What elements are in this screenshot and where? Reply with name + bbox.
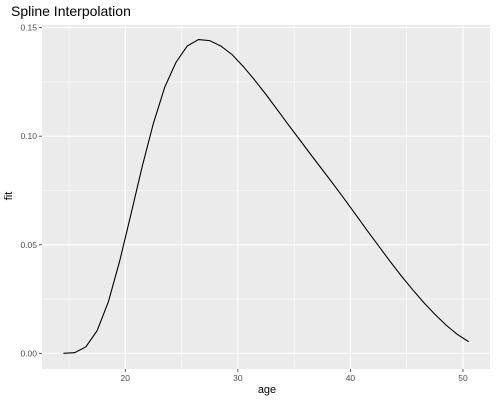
- x-axis-ticks: 20 30 40 50: [121, 369, 468, 383]
- y-tick-label: 0.00: [20, 348, 37, 358]
- chart-title: Spline Interpolation: [11, 3, 131, 19]
- x-tick-label: 50: [458, 373, 468, 383]
- y-axis-label: fit: [3, 192, 15, 201]
- x-axis-label: age: [258, 384, 276, 396]
- plot-area: [42, 25, 490, 369]
- major-gridlines: [42, 25, 490, 369]
- y-tick-label: 0.15: [20, 23, 37, 33]
- minor-gridlines: [42, 25, 490, 369]
- plot-panel: [42, 25, 490, 369]
- fit-curve: [63, 38, 469, 354]
- y-tick-label: 0.10: [20, 131, 37, 141]
- x-tick-label: 30: [233, 373, 243, 383]
- y-tick-label: 0.05: [20, 240, 37, 250]
- x-tick-label: 20: [121, 373, 131, 383]
- x-tick-label: 40: [346, 373, 356, 383]
- y-axis-ticks: 0.00 0.05 0.10 0.15: [20, 23, 42, 358]
